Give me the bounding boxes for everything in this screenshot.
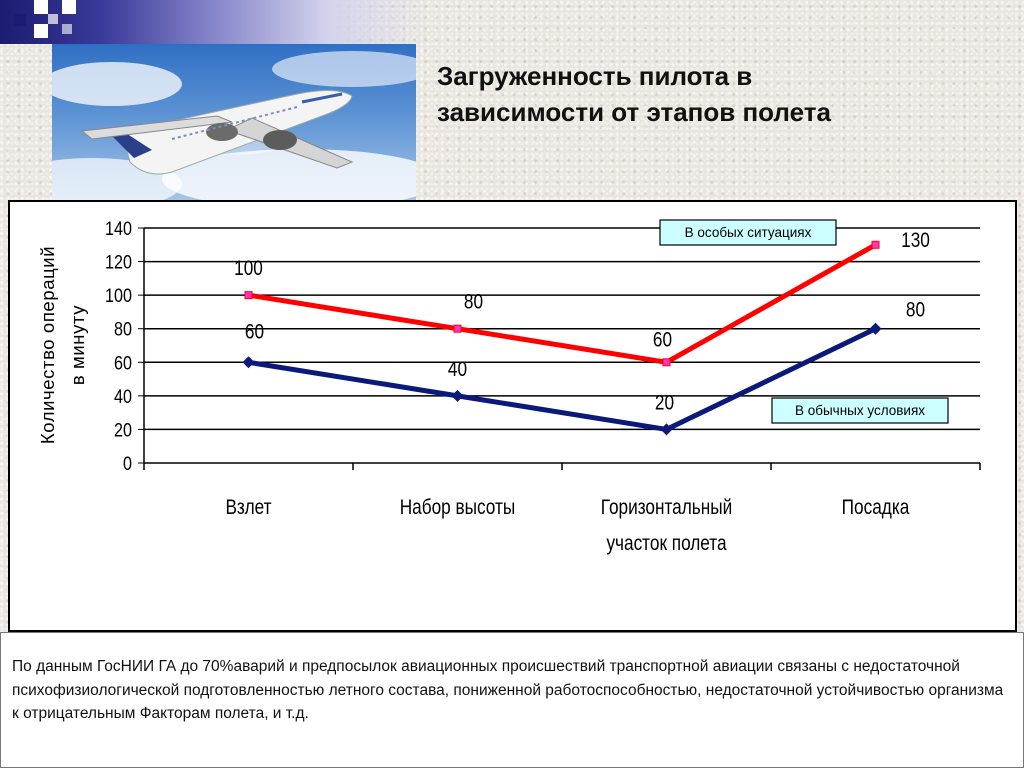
data-label: 60: [245, 321, 264, 344]
y-axis-title: Количество операций: [37, 246, 58, 444]
y-tick-label: 140: [105, 218, 132, 240]
decorative-square: [62, 24, 72, 34]
y-axis-title: в минуту: [67, 305, 88, 385]
x-tick-label: Набор высоты: [400, 497, 516, 520]
data-point: [453, 324, 462, 333]
data-label: 130: [901, 229, 930, 252]
decorative-square: [48, 14, 58, 24]
data-label: 80: [464, 291, 483, 314]
x-tick-label: Взлет: [225, 497, 271, 520]
decorative-header-bar: [0, 0, 1024, 44]
data-label: 100: [234, 258, 263, 281]
legend-callout: [771, 397, 949, 424]
y-tick-label: 20: [114, 419, 132, 441]
data-point: [660, 423, 673, 436]
data-label: 40: [448, 358, 467, 381]
x-tick-label: участок полета: [606, 533, 726, 556]
x-tick-label: Горизонтальный: [601, 497, 732, 520]
decorative-square: [34, 24, 48, 38]
line-chart: 0 20 40 60 80 100 120 140 Взлет Набор высоты Гориз…: [37, 218, 981, 556]
airplane-photo: [52, 44, 416, 202]
legend-label: В особых ситуациях: [685, 225, 812, 240]
data-label: 80: [906, 299, 925, 322]
decorative-square: [62, 0, 76, 14]
y-tick-label: 80: [114, 318, 132, 340]
y-tick-label: 0: [123, 453, 132, 475]
data-label: 20: [655, 392, 674, 415]
y-tick-label: 60: [114, 352, 132, 374]
x-tick-label: Посадка: [842, 497, 910, 520]
chart-frame: 0 20 40 60 80 100 120 140 Взлет Набор высоты Гориз…: [8, 200, 1017, 632]
data-point: [244, 291, 253, 300]
decorative-square: [14, 14, 26, 26]
y-tick-label: 100: [105, 285, 132, 307]
data-point: [242, 356, 255, 369]
decorative-square: [34, 0, 48, 14]
data-label: 60: [653, 329, 672, 352]
series-line: [248, 326, 877, 433]
airplane-icon: [52, 51, 416, 202]
data-point: [662, 358, 671, 367]
legend-callout: [659, 219, 837, 246]
legend-label: В обычных условиях: [795, 403, 925, 418]
y-tick-label: 120: [105, 251, 132, 273]
info-box: По данным ГосНИИ ГА до 70%аварий и предп…: [0, 632, 1024, 768]
series-line: [248, 242, 877, 365]
info-text: По данным ГосНИИ ГА до 70%аварий и предп…: [12, 658, 1004, 722]
data-point: [451, 389, 464, 402]
data-point: [871, 240, 880, 249]
data-point: [869, 322, 882, 335]
y-tick-label: 40: [114, 386, 132, 408]
slide-title: Загруженность пилота в зависимости от эт…: [437, 61, 831, 127]
